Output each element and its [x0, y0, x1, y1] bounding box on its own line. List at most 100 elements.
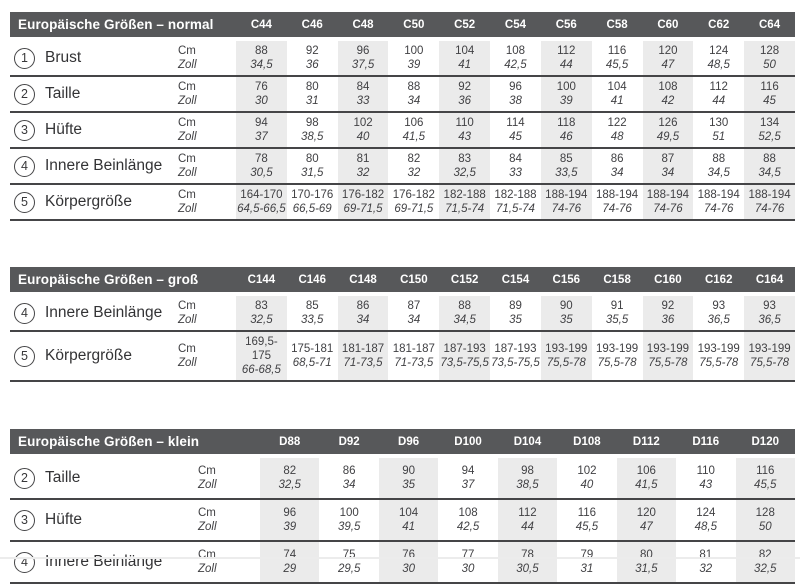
value-cm: 86 — [356, 300, 370, 312]
value-cell: 88 34,5 — [744, 147, 795, 184]
value-zoll: 66-68,5 — [241, 364, 281, 376]
value-cm: 92 — [661, 300, 675, 312]
column-header-c148: C148 — [337, 267, 389, 296]
row-label-cell: 2 Taille — [10, 75, 178, 112]
value-cell: 93 36,5 — [693, 294, 744, 331]
value-zoll: 47 — [661, 59, 675, 71]
value-cm: 80 — [639, 549, 653, 561]
unit-label-cell: Cm Zoll — [198, 456, 260, 499]
column-header-c154: C154 — [490, 267, 541, 296]
value-cm: 88 — [712, 153, 726, 165]
unit-label-zoll: Zoll — [178, 357, 197, 369]
value-zoll: 71,5-74 — [495, 203, 535, 215]
measure-row: 3 Hüfte Cm Zoll 94 37 98 38,5 102 40 106 41,5 110 43 1… — [10, 111, 795, 148]
row-label-text: Hüfte — [45, 121, 83, 138]
row-label: 1 Brust — [10, 47, 178, 69]
measure-row: 2 Taille Cm Zoll 82 32,5 86 34 90 35 94 37 98 38,5 102… — [10, 456, 795, 499]
value-cell: 170-176 66,5-69 — [286, 183, 338, 220]
value-cell: 96 39 — [260, 498, 320, 541]
column-header-c164: C164 — [744, 267, 795, 296]
value-cell: 88 34,5 — [439, 294, 491, 331]
value-zoll: 71-73,5 — [343, 357, 383, 369]
value-cm: 182-188 — [443, 189, 486, 201]
value-cell: 104 41 — [378, 498, 439, 541]
column-header-c152: C152 — [439, 267, 491, 296]
row-label-text: Hüfte — [45, 511, 83, 528]
column-header-c158: C158 — [591, 267, 643, 296]
value-cm: 80 — [305, 153, 319, 165]
measure-row: 1 Brust Cm Zoll 88 34,5 92 36 96 37,5 100 39 104 41 10… — [10, 39, 795, 76]
unit-label-cm: Cm — [178, 189, 196, 201]
value-cm: 94 — [461, 465, 475, 477]
value-cm: 193-199 — [697, 343, 740, 355]
value-zoll: 37 — [461, 479, 475, 491]
value-cell: 80 31 — [286, 75, 338, 112]
value-cell: 92 36 — [439, 75, 491, 112]
value-zoll: 34,5 — [758, 167, 781, 179]
value-cell: 108 42,5 — [438, 498, 498, 541]
value-cm: 78 — [255, 153, 268, 165]
value-cm: 181-187 — [392, 343, 435, 355]
unit-label-cell: Cm Zoll — [178, 75, 236, 112]
size-table-klein: Europäische Größen – klein D88 D92 D96 D100 D… — [10, 429, 795, 584]
value-cm: 85 — [305, 300, 319, 312]
value-cell: 120 47 — [642, 39, 694, 76]
value-cm: 87 — [661, 153, 675, 165]
value-cm: 84 — [356, 81, 370, 93]
value-zoll: 33 — [356, 95, 370, 107]
column-header-c144: C144 — [236, 267, 287, 296]
value-cm: 89 — [509, 300, 522, 312]
value-cm: 90 — [402, 465, 415, 477]
unit-label-zoll: Zoll — [198, 563, 217, 575]
row-number-badge: 4 — [14, 551, 35, 573]
measure-row: 4 Innere Beinlänge Cm Zoll 74 29 75 29,5 76 30 77 3… — [10, 540, 795, 583]
value-zoll: 42,5 — [504, 59, 527, 71]
value-cm: 96 — [509, 81, 522, 93]
value-cell: 96 38 — [490, 75, 541, 112]
value-cm: 128 — [755, 507, 775, 519]
value-cm: 100 — [404, 45, 424, 57]
value-cell: 86 34 — [319, 456, 378, 499]
measure-row: 4 Innere Beinlänge Cm Zoll 83 32,5 85 33,5 86 34 8… — [10, 294, 795, 331]
value-zoll: 37 — [255, 131, 268, 143]
value-zoll: 41 — [402, 521, 415, 533]
value-cell: 84 33 — [490, 147, 541, 184]
value-cell: 102 40 — [337, 111, 389, 148]
size-table: Europäische Größen – groß C144 C146 C148 C15… — [10, 267, 795, 382]
value-cell: 86 34 — [337, 294, 389, 331]
value-cm: 169,5-175 — [245, 336, 278, 362]
value-cell: 79 31 — [557, 540, 617, 583]
value-zoll: 52,5 — [758, 131, 781, 143]
unit-label-cm: Cm — [178, 81, 196, 93]
value-cm: 124 — [696, 507, 716, 519]
value-cm: 175-181 — [291, 343, 334, 355]
value-cell: 116 45,5 — [735, 456, 795, 499]
unit-label-cell: Cm Zoll — [178, 111, 236, 148]
measure-row: 5 Körpergröße Cm Zoll 164-170 64,5-66,5 170-17… — [10, 183, 795, 220]
value-cell: 75 29,5 — [319, 540, 379, 583]
value-zoll: 37,5 — [351, 59, 375, 71]
value-cell: 188-194 74-76 — [591, 183, 643, 220]
value-cm: 116 — [607, 45, 627, 57]
page-bottom-divider — [0, 557, 800, 559]
unit-label-cell: Cm Zoll — [178, 330, 236, 381]
value-cm: 116 — [577, 507, 597, 519]
row-number-badge: 4 — [14, 155, 35, 177]
value-zoll: 38,5 — [301, 131, 324, 143]
value-cell: 78 30,5 — [236, 147, 287, 184]
value-cm: 92 — [458, 81, 472, 93]
value-zoll: 42 — [661, 95, 675, 107]
column-header-c62: C62 — [693, 12, 745, 41]
value-zoll: 34 — [661, 167, 675, 179]
value-zoll: 35 — [402, 479, 415, 491]
row-label: 4 Innere Beinlänge — [10, 551, 198, 573]
value-cm: 176-182 — [341, 189, 385, 201]
value-cell: 104 41 — [591, 75, 643, 112]
row-label: 4 Innere Beinlänge — [10, 155, 178, 177]
unit-label-cell: Cm Zoll — [178, 39, 236, 76]
value-cm: 193-199 — [545, 343, 588, 355]
value-cell: 193-199 75,5-78 — [693, 330, 745, 381]
unit-label-zoll: Zoll — [178, 203, 197, 215]
row-label-text: Körpergröße — [45, 193, 133, 210]
value-zoll: 33 — [509, 167, 522, 179]
